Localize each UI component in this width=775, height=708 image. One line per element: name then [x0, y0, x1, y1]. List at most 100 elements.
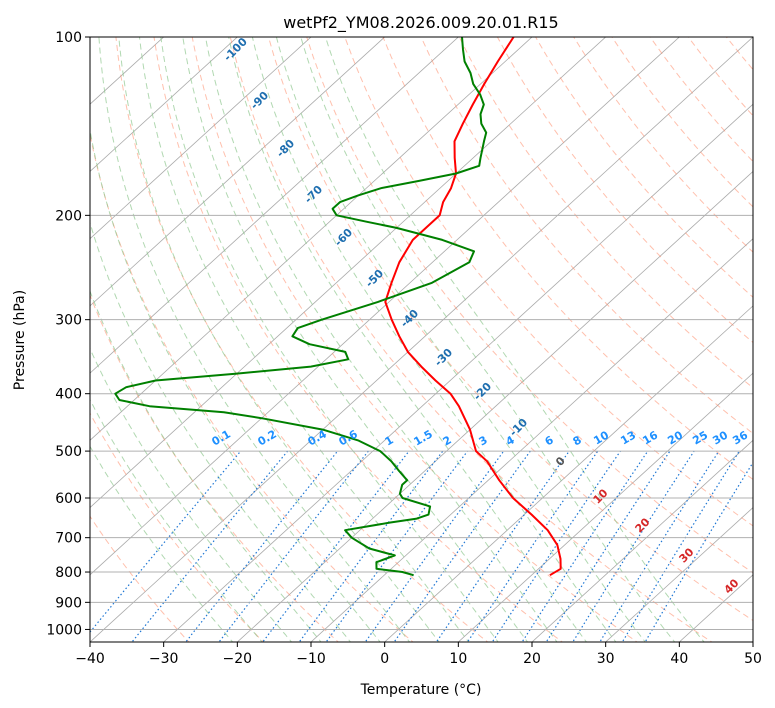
pressure-gridlines	[90, 37, 753, 630]
isotherm	[90, 37, 533, 441]
dry-adiabat	[535, 37, 753, 298]
isotherm	[605, 507, 753, 642]
y-tick-label: 200	[55, 208, 82, 224]
moist-adiabat	[118, 37, 440, 642]
y-tick-label: 400	[55, 387, 82, 403]
isotherm	[310, 238, 753, 642]
dry-adiabat	[573, 37, 753, 253]
dry-adiabat	[649, 37, 753, 163]
x-tick-label: 0	[380, 651, 389, 667]
y-tick-label: 500	[55, 444, 82, 460]
y-tick-label: 300	[55, 313, 82, 329]
moist-adiabat-label: -60	[332, 226, 355, 249]
y-tick-label: 800	[55, 565, 82, 581]
x-axis: −40 −30 −20 −10 0 10 20 30 40 50	[75, 642, 762, 667]
isotherm	[90, 37, 312, 240]
mixing-ratio-label: 25	[690, 429, 710, 448]
x-tick-label: −30	[149, 651, 179, 667]
mixing-ratio-line	[491, 450, 621, 642]
x-tick-label: −40	[75, 651, 105, 667]
dry-adiabat	[458, 37, 753, 389]
dry-adiabat	[306, 37, 753, 574]
background-lines	[90, 37, 775, 644]
mixing-ratio-line	[393, 450, 531, 642]
dry-adiabat	[191, 37, 638, 642]
y-tick-label: 900	[55, 595, 82, 611]
mixing-ratio-label: 30	[710, 428, 730, 447]
y-tick-label: 1000	[46, 622, 82, 638]
dry-adiabat	[726, 37, 753, 71]
moist-adiabat	[90, 220, 352, 642]
plot-frame	[89, 36, 754, 643]
mixing-ratio-line	[218, 450, 369, 642]
moist-adiabat-label: -40	[398, 307, 421, 330]
moist-adiabat-label: -90	[248, 89, 271, 112]
mixing-ratio-label: 8	[571, 433, 584, 448]
temperature-profile	[384, 37, 562, 577]
isotherm	[90, 37, 386, 307]
mixing-ratio-line	[599, 450, 720, 642]
mixing-ratio-label: 13	[618, 429, 638, 448]
y-tick-label: 600	[55, 491, 82, 507]
x-tick-label: 10	[449, 651, 467, 667]
mixing-ratio-line	[131, 450, 289, 642]
mixing-ratio-label: 20	[665, 428, 685, 447]
moist-adiabat	[300, 37, 676, 642]
dewpoint-profile	[114, 37, 488, 577]
mixing-ratio-label: 16	[640, 428, 660, 447]
x-axis-label: Temperature (°C)	[360, 682, 482, 698]
dry-adiabat	[765, 37, 775, 644]
mixing-ratio-line	[545, 450, 671, 642]
x-tick-label: 50	[744, 651, 762, 667]
sounding-series	[114, 37, 562, 577]
dry-adiabat	[344, 37, 753, 527]
mixing-ratio-line	[521, 450, 649, 642]
mixing-ratio-line	[621, 450, 740, 642]
dry-adiabat	[268, 37, 753, 622]
isotherm	[90, 37, 607, 509]
isotherm	[90, 37, 680, 576]
dry-adiabat-label: 40	[722, 576, 742, 596]
mixing-ratio-label: 0.2	[256, 427, 279, 448]
y-tick-label: 100	[55, 30, 82, 46]
mixing-ratio-label: 0.1	[210, 427, 233, 448]
dry-adiabat	[496, 37, 753, 344]
isotherm	[90, 37, 753, 642]
dry-adiabat	[382, 37, 753, 481]
dry-adiabat	[687, 37, 753, 117]
mixing-ratio-label: 3	[477, 433, 490, 448]
isotherm	[752, 641, 753, 642]
moist-adiabat-label: -20	[471, 380, 494, 403]
isotherm	[163, 103, 753, 642]
x-tick-label: −10	[296, 651, 326, 667]
isotherm	[90, 37, 238, 172]
mixing-ratio-line	[325, 450, 468, 642]
moist-adiabat	[90, 398, 263, 642]
moist-adiabat-label: -50	[363, 267, 386, 290]
dry-adiabat	[90, 131, 414, 642]
mixing-ratio-label: 1.5	[412, 427, 435, 448]
y-axis-label: Pressure (hPa)	[12, 290, 28, 390]
chart-title: wetPf2_YM08.2026.009.20.01.R15	[283, 13, 558, 33]
dry-adiabat	[90, 515, 190, 642]
x-tick-label: 20	[523, 651, 541, 667]
mixing-ratio-line	[364, 450, 505, 642]
mixing-ratio-line	[644, 461, 753, 642]
mixing-ratio-line	[435, 450, 570, 642]
mixing-ratio-label: 0.6	[337, 427, 361, 448]
mixing-ratio-line	[90, 450, 242, 633]
isotherm	[457, 372, 753, 642]
mixing-ratio-line	[466, 450, 599, 642]
moist-adiabat	[325, 37, 705, 642]
mixing-ratio-label: 6	[543, 433, 556, 448]
moist-adiabat	[90, 347, 293, 642]
moist-adiabat-label: -80	[274, 137, 297, 160]
mixing-ratio-line	[185, 450, 339, 642]
y-tick-label: 700	[55, 531, 82, 547]
moist-adiabat	[182, 37, 529, 642]
y-axis: 100 200 300 400 500 600 700 800 900 1000	[46, 30, 90, 638]
dry-adiabat	[153, 37, 564, 642]
dry-adiabat	[90, 293, 339, 642]
mixing-ratio-line	[572, 450, 695, 642]
